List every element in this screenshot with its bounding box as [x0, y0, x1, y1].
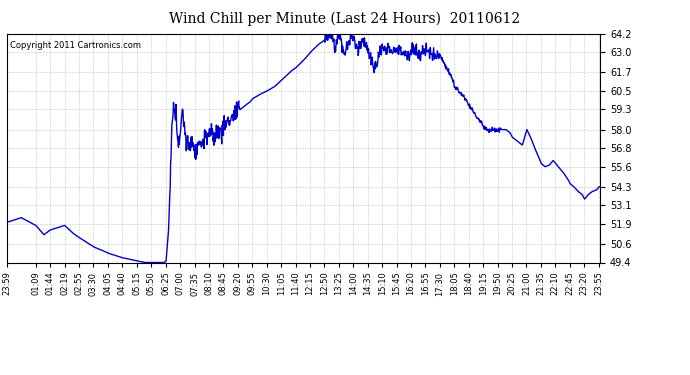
Text: Copyright 2011 Cartronics.com: Copyright 2011 Cartronics.com [10, 40, 141, 50]
Text: Wind Chill per Minute (Last 24 Hours)  20110612: Wind Chill per Minute (Last 24 Hours) 20… [170, 11, 520, 26]
